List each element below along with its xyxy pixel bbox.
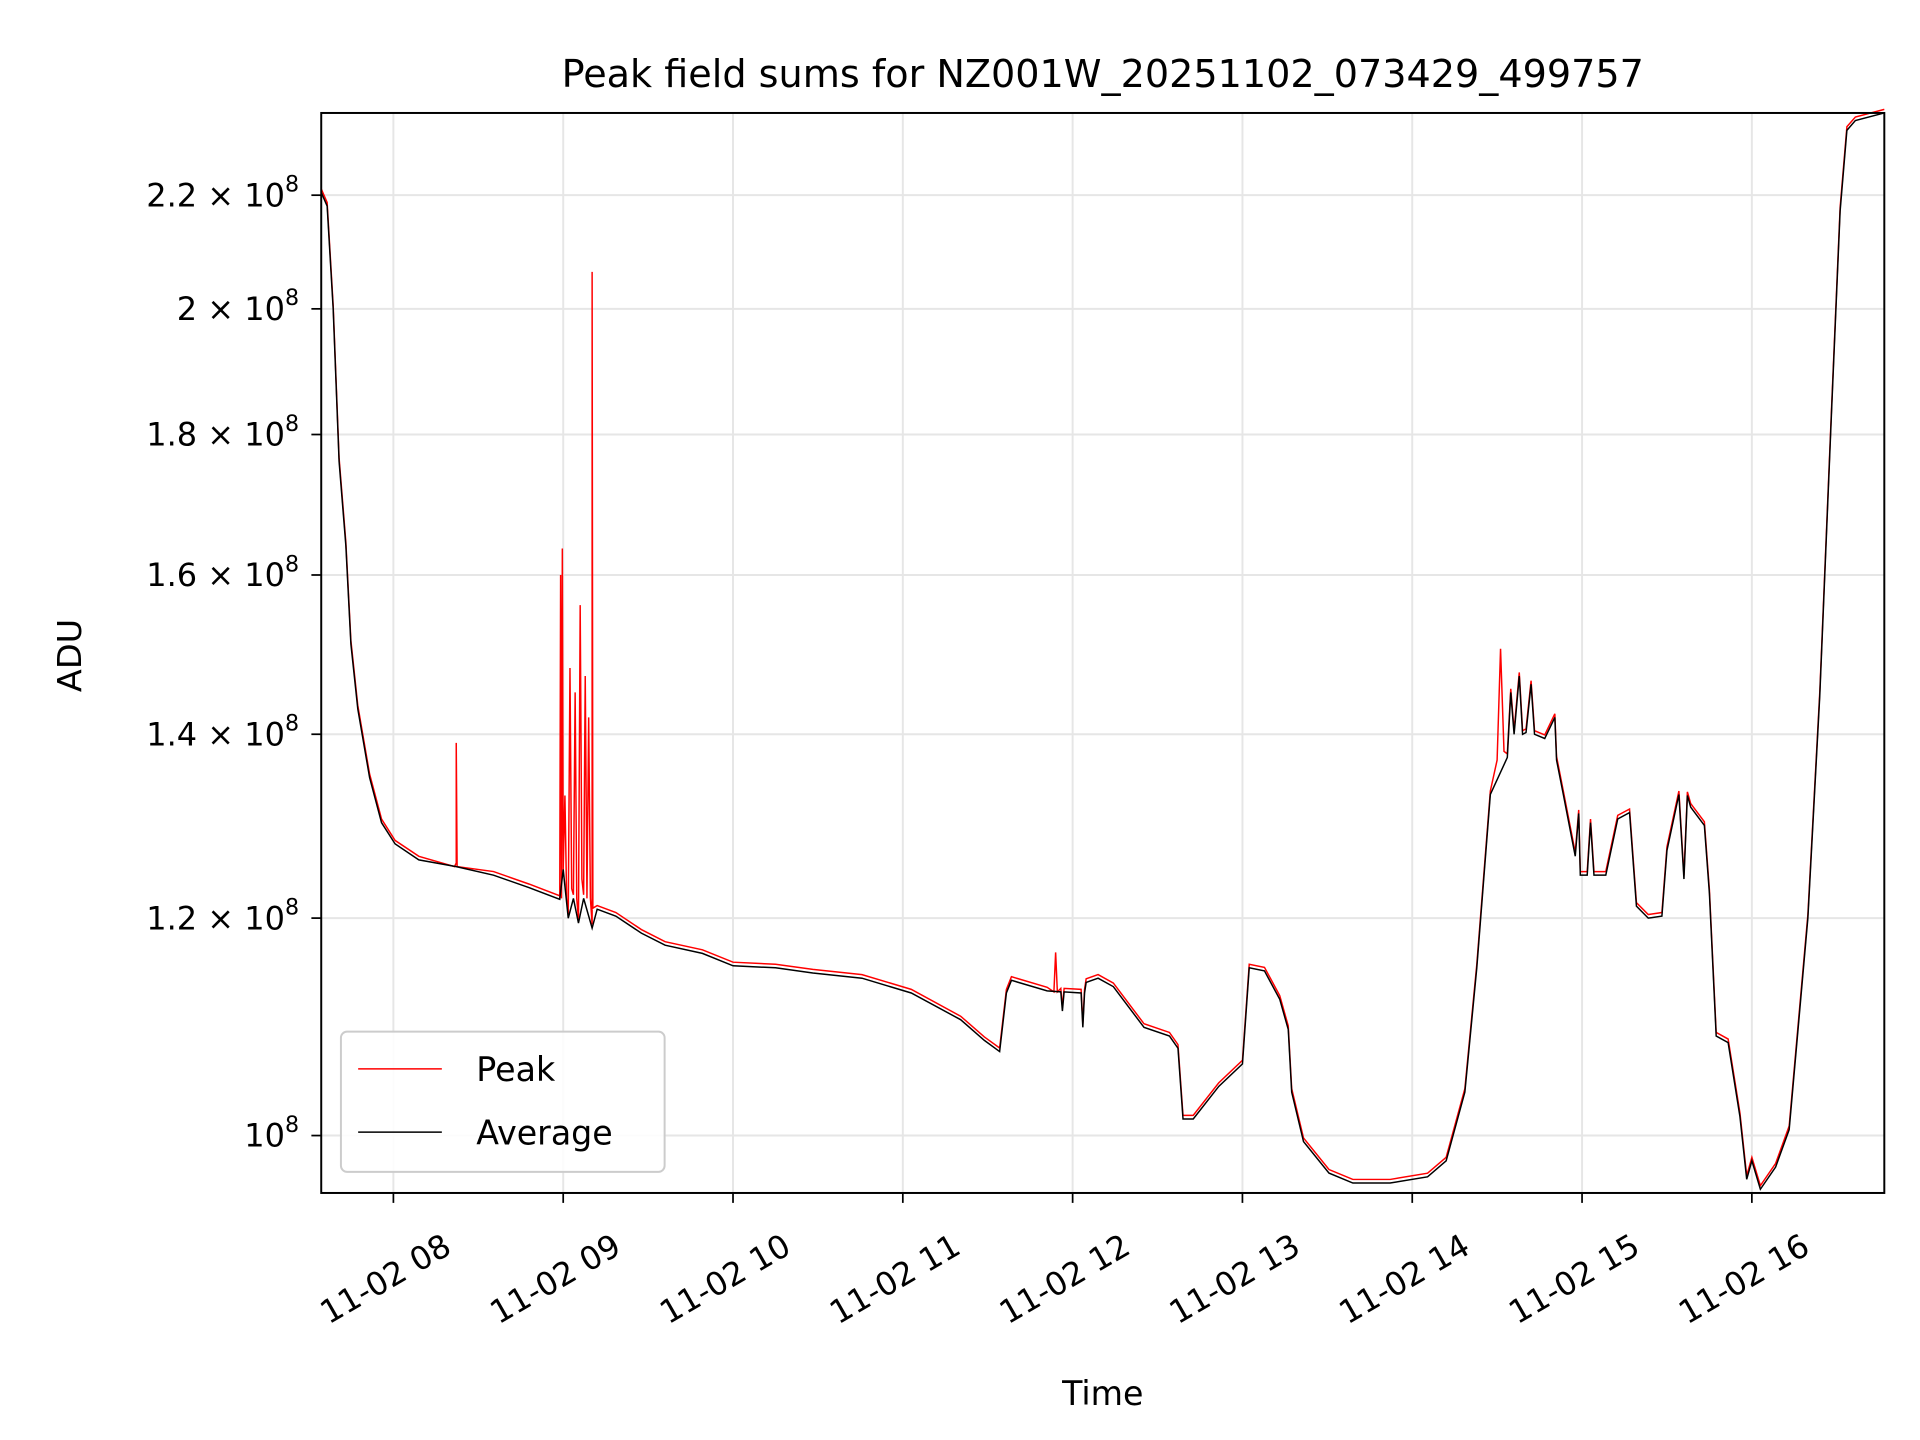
grid (321, 112, 1885, 1193)
x-tick-label: 11-02 11 (823, 1226, 966, 1332)
x-tick-label: 11-02 08 (314, 1226, 457, 1332)
y-tick-label: 1.4 × 108 (146, 710, 299, 753)
x-axis-label: Time (1061, 1374, 1143, 1413)
series-line-peak (320, 108, 1885, 1188)
axes-frame (320, 111, 1886, 1194)
y-tick-label: 1.6 × 108 (146, 551, 299, 594)
legend: Peak Average (339, 1030, 666, 1173)
x-tick-label: 11-02 13 (1163, 1226, 1306, 1332)
y-tick-label: 1.2 × 108 (146, 894, 299, 937)
x-tick-label: 11-02 12 (993, 1226, 1136, 1332)
y-tick-label: 2.2 × 108 (146, 171, 299, 214)
x-tick-label: 11-02 10 (653, 1226, 796, 1332)
y-tick-label: 108 (244, 1112, 299, 1155)
x-tick-label: 11-02 09 (484, 1226, 627, 1332)
series-line-average (320, 112, 1885, 1191)
chart-title: Peak field sums for NZ001W_20251102_0734… (562, 52, 1644, 97)
legend-label-average: Average (476, 1113, 612, 1152)
x-tick-label: 11-02 15 (1502, 1226, 1645, 1332)
y-axis-label: ADU (50, 619, 89, 692)
x-tick-label: 11-02 14 (1333, 1226, 1476, 1332)
legend-label-peak: Peak (476, 1050, 556, 1089)
x-tick-label: 11-02 16 (1672, 1226, 1815, 1332)
legend-box (339, 1030, 666, 1173)
plot-area (320, 108, 1885, 1191)
x-axis: 11-02 08 11-02 09 11-02 10 11-02 11 11-02 12… (314, 1192, 1816, 1332)
y-tick-label: 1.8 × 108 (146, 411, 299, 454)
y-tick-label: 2 × 108 (177, 285, 299, 328)
y-axis: 108 1.2 × 108 1.4 × 108 1.6 × 108 1.8 × 108 2… (146, 171, 322, 1155)
